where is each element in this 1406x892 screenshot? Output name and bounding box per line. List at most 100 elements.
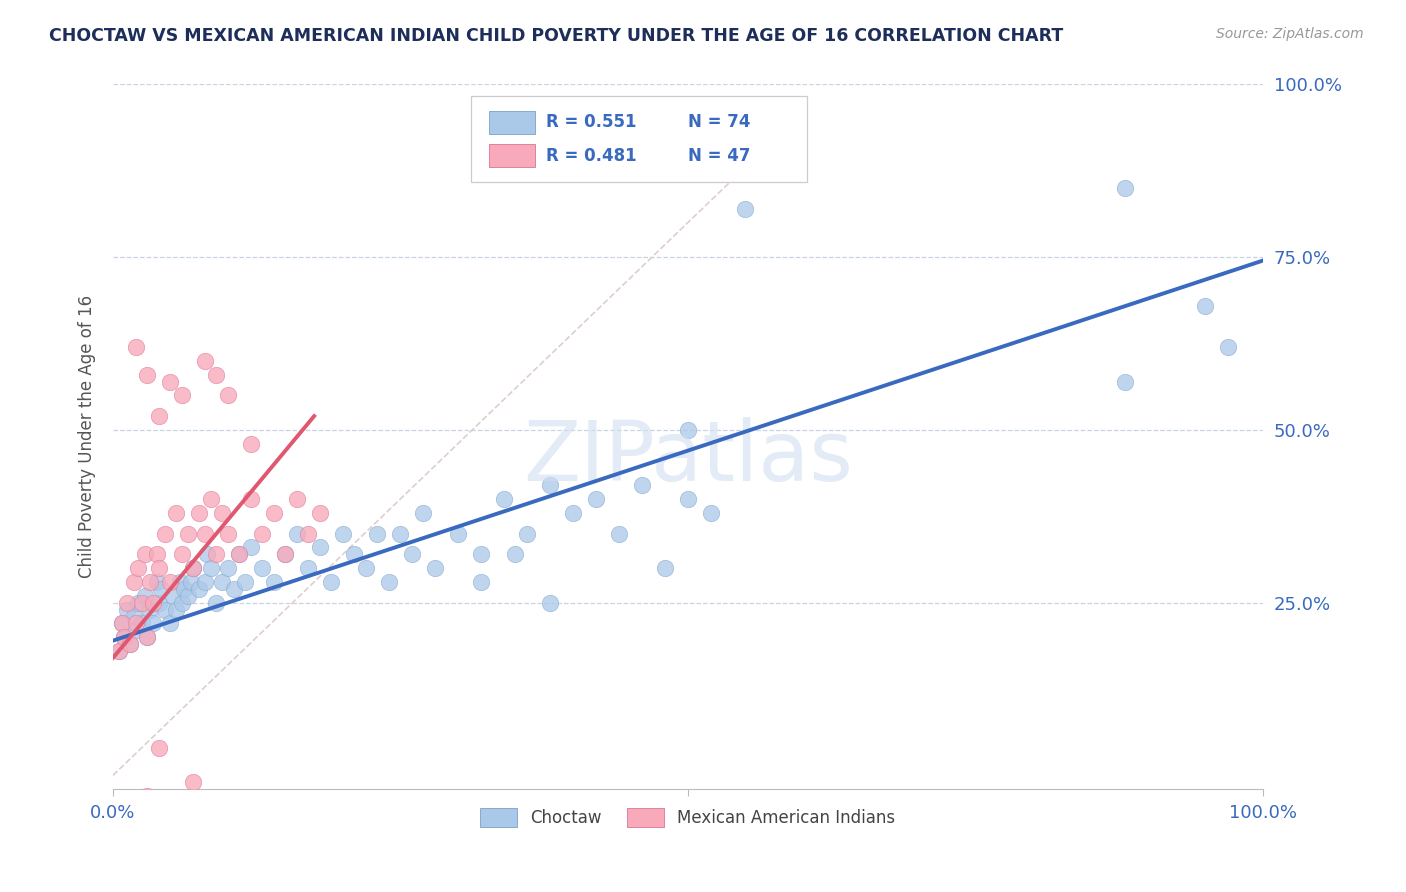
Text: N = 47: N = 47 bbox=[688, 146, 751, 165]
Point bbox=[145, 547, 167, 561]
Text: R = 0.551: R = 0.551 bbox=[547, 112, 637, 131]
Point bbox=[169, 574, 191, 589]
FancyBboxPatch shape bbox=[471, 95, 807, 182]
Point bbox=[505, 547, 527, 561]
Point bbox=[239, 541, 262, 555]
FancyBboxPatch shape bbox=[489, 112, 534, 134]
Point bbox=[138, 574, 160, 589]
Text: N = 74: N = 74 bbox=[688, 112, 751, 131]
Point bbox=[401, 547, 423, 561]
Point bbox=[170, 388, 193, 402]
Point bbox=[654, 561, 676, 575]
Point bbox=[389, 526, 412, 541]
Point bbox=[630, 478, 652, 492]
Point bbox=[122, 574, 145, 589]
Point bbox=[122, 609, 145, 624]
Point bbox=[734, 202, 756, 216]
Point bbox=[159, 375, 181, 389]
Text: ZIPatlas: ZIPatlas bbox=[523, 417, 853, 499]
Point bbox=[136, 630, 159, 644]
Point bbox=[111, 616, 134, 631]
Point bbox=[274, 547, 297, 561]
Point bbox=[127, 561, 149, 575]
Point bbox=[150, 582, 173, 596]
Point bbox=[183, 561, 205, 575]
Point bbox=[115, 602, 138, 616]
Point bbox=[165, 602, 187, 616]
Point bbox=[217, 526, 239, 541]
Point bbox=[470, 547, 492, 561]
Point bbox=[183, 561, 205, 575]
Point bbox=[188, 506, 211, 520]
Point bbox=[343, 547, 366, 561]
Point bbox=[378, 574, 401, 589]
Point bbox=[285, 526, 308, 541]
Point bbox=[205, 547, 228, 561]
Point bbox=[159, 574, 181, 589]
Point bbox=[1218, 340, 1240, 354]
Point bbox=[148, 596, 170, 610]
Point bbox=[332, 526, 354, 541]
Point bbox=[228, 547, 250, 561]
Point bbox=[148, 740, 170, 755]
Point bbox=[134, 589, 156, 603]
Point bbox=[107, 644, 129, 658]
Point bbox=[131, 616, 153, 631]
Point bbox=[159, 616, 181, 631]
Point bbox=[1114, 181, 1136, 195]
Point bbox=[447, 526, 470, 541]
Point bbox=[538, 596, 561, 610]
Point bbox=[222, 582, 245, 596]
Point bbox=[131, 596, 153, 610]
Point bbox=[148, 561, 170, 575]
Point bbox=[127, 596, 149, 610]
Point bbox=[170, 596, 193, 610]
Point bbox=[115, 596, 138, 610]
Point bbox=[309, 541, 332, 555]
Point bbox=[142, 596, 165, 610]
Point bbox=[676, 491, 699, 506]
Point bbox=[297, 526, 319, 541]
Point bbox=[233, 574, 256, 589]
Point bbox=[239, 491, 262, 506]
Point bbox=[321, 574, 343, 589]
Point bbox=[180, 574, 202, 589]
Point bbox=[217, 388, 239, 402]
Text: R = 0.481: R = 0.481 bbox=[547, 146, 637, 165]
Point bbox=[176, 526, 198, 541]
Point bbox=[1194, 299, 1216, 313]
Point bbox=[423, 561, 446, 575]
Point bbox=[153, 526, 176, 541]
Point bbox=[173, 582, 195, 596]
Point bbox=[607, 526, 630, 541]
Point bbox=[297, 561, 319, 575]
Point bbox=[142, 616, 165, 631]
Point bbox=[263, 574, 285, 589]
Point bbox=[492, 491, 515, 506]
Point bbox=[194, 574, 217, 589]
Point bbox=[138, 602, 160, 616]
Point bbox=[183, 775, 205, 789]
Point bbox=[538, 478, 561, 492]
Point bbox=[194, 526, 217, 541]
Point bbox=[211, 574, 233, 589]
Point bbox=[125, 340, 148, 354]
Point bbox=[136, 789, 159, 804]
Text: CHOCTAW VS MEXICAN AMERICAN INDIAN CHILD POVERTY UNDER THE AGE OF 16 CORRELATION: CHOCTAW VS MEXICAN AMERICAN INDIAN CHILD… bbox=[49, 27, 1063, 45]
Point bbox=[165, 506, 187, 520]
Text: Source: ZipAtlas.com: Source: ZipAtlas.com bbox=[1216, 27, 1364, 41]
Point bbox=[145, 574, 167, 589]
Legend: Choctaw, Mexican American Indians: Choctaw, Mexican American Indians bbox=[474, 802, 901, 834]
Point bbox=[470, 574, 492, 589]
Point bbox=[194, 354, 217, 368]
Point bbox=[354, 561, 377, 575]
Point bbox=[700, 506, 723, 520]
Point bbox=[205, 596, 228, 610]
Point bbox=[188, 582, 211, 596]
Point bbox=[252, 526, 274, 541]
Point bbox=[114, 630, 136, 644]
Point bbox=[217, 561, 239, 575]
Point bbox=[170, 547, 193, 561]
Point bbox=[1114, 375, 1136, 389]
Point bbox=[136, 368, 159, 382]
